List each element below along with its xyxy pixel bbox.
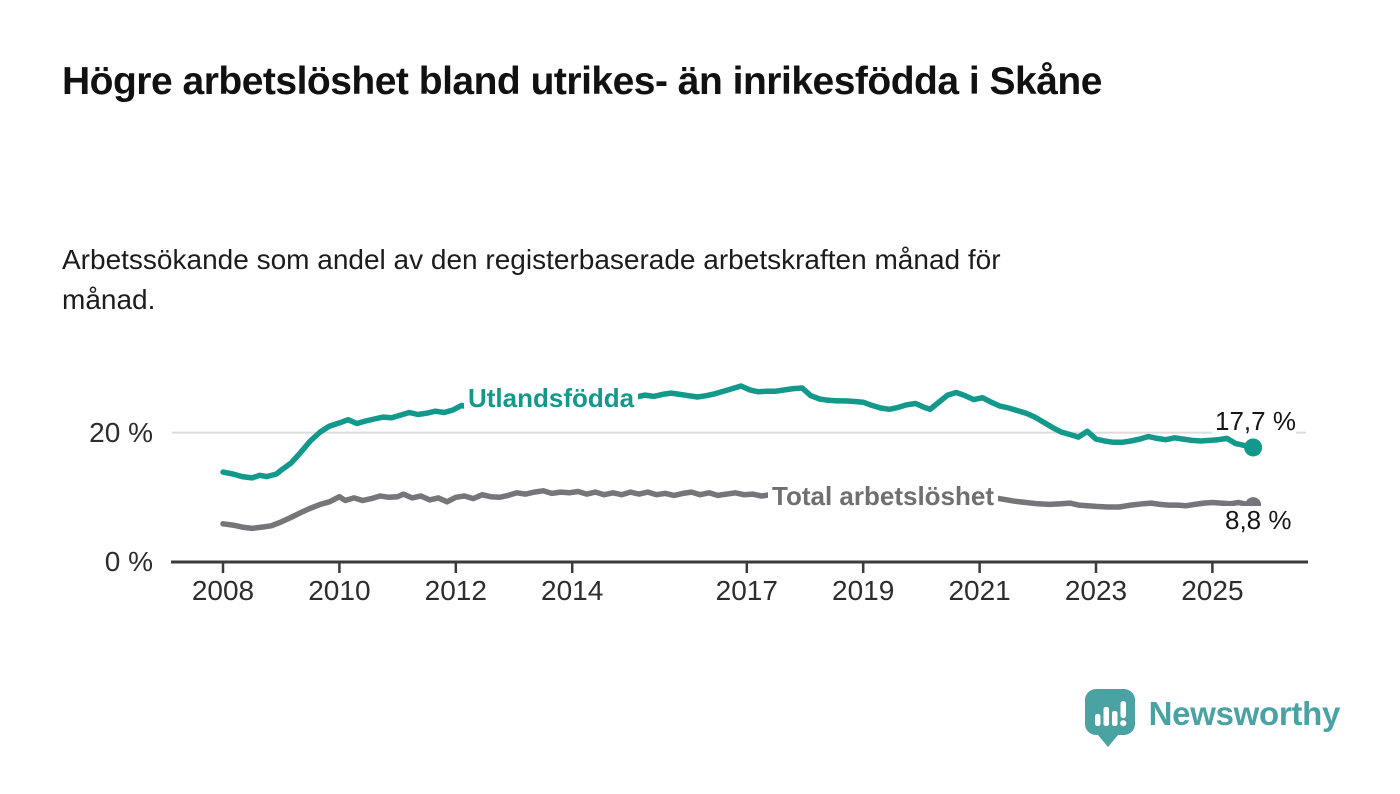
y-tick-label-0: 0 % <box>104 546 153 577</box>
newsworthy-logo-text: Newsworthy <box>1148 694 1341 732</box>
page-subtitle: Arbetssökande som andel av den registerb… <box>62 244 1001 316</box>
series-label-utlandsfodda: Utlandsfödda <box>464 383 639 413</box>
line-series-1 <box>220 488 1256 532</box>
x-tick-label-2025: 2025 <box>1181 575 1244 606</box>
newsworthy-logo: Newsworthy <box>1084 688 1340 748</box>
x-tick-label-2021: 2021 <box>948 575 1011 606</box>
bar-chart-speech-bubble-icon <box>1084 689 1135 747</box>
end-value-label-utlandsfodda: 17,7 % <box>1212 407 1296 435</box>
end-dot-series-0 <box>1244 438 1263 457</box>
series-label-total-arbetsloshet: Total arbetslöshet <box>768 481 999 511</box>
x-tick-label-2014: 2014 <box>541 575 604 606</box>
line-series-0 <box>220 383 1256 481</box>
end-value-label-total: 8,8 % <box>1222 506 1294 534</box>
x-tick-label-2019: 2019 <box>832 575 895 606</box>
x-tick-label-2012: 2012 <box>424 575 487 606</box>
y-tick-label-20: 20 % <box>89 416 153 448</box>
x-tick-label-2017: 2017 <box>715 575 778 606</box>
x-tick-label-2023: 2023 <box>1064 575 1128 606</box>
x-tick-label-2008: 2008 <box>191 575 255 606</box>
page-title: Högre arbetslöshet bland utrikes- än inr… <box>62 60 1102 103</box>
x-tick-label-2010: 2010 <box>308 575 371 606</box>
